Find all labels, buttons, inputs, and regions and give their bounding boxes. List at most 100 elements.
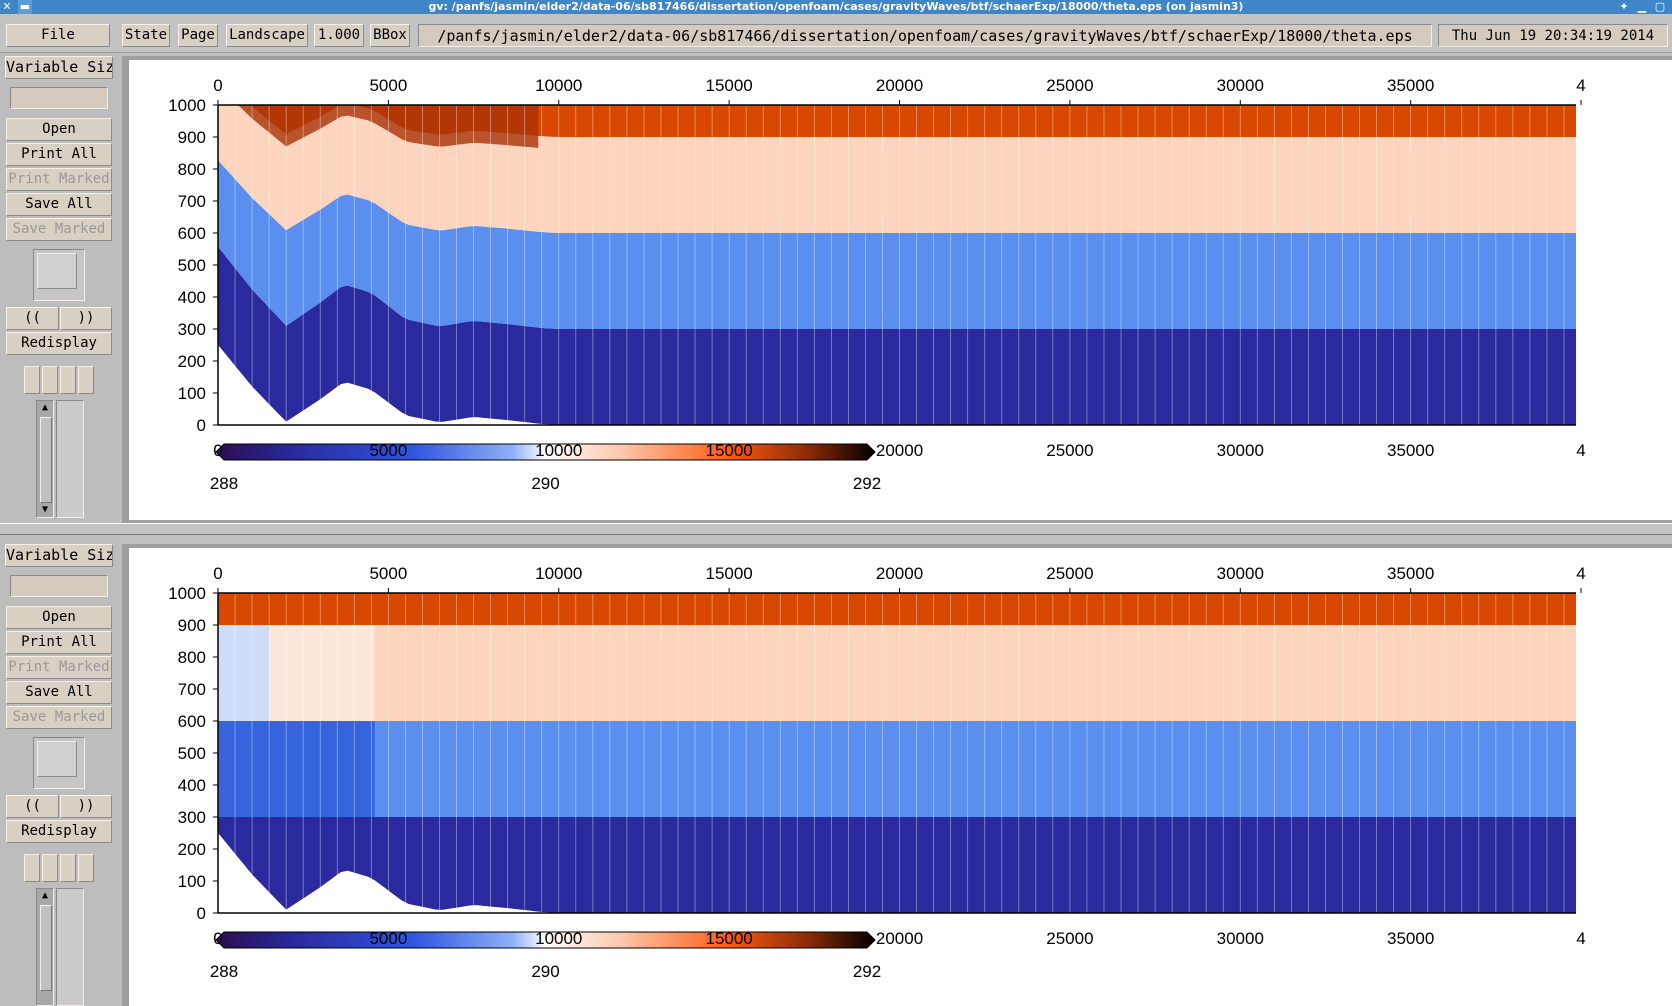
colorbar-tick-label: 290 — [531, 474, 559, 493]
x-tick-label-top: 20000 — [876, 76, 923, 95]
y-tick-label: 0 — [197, 416, 206, 435]
prev-page-button[interactable]: (( — [6, 307, 59, 330]
print-all-button[interactable]: Print All — [6, 631, 112, 654]
sidebar: Variable Size Open Print All Print Marke… — [0, 541, 118, 1006]
mark-button-3[interactable] — [60, 366, 76, 394]
variable-size-button[interactable]: Variable Size — [5, 56, 113, 79]
scroll-thumb[interactable] — [40, 905, 52, 991]
maximize-icon[interactable]: ▢ — [1654, 0, 1666, 13]
redisplay-button[interactable]: Redisplay — [6, 332, 112, 355]
mark-button-1[interactable] — [24, 854, 40, 882]
mark-button-3[interactable] — [60, 854, 76, 882]
orientation-button[interactable]: Landscape — [226, 24, 308, 47]
page-number-field[interactable] — [10, 87, 108, 109]
x-tick-label-bottom: 10000 — [535, 929, 582, 948]
page-button[interactable]: Page — [178, 24, 218, 47]
x-tick-label-bottom: 20000 — [876, 929, 923, 948]
theta-band-288 — [218, 246, 1576, 425]
mark-button-4[interactable] — [78, 366, 94, 394]
page-preview-thumb[interactable] — [37, 741, 77, 777]
next-page-button[interactable]: )) — [60, 307, 112, 330]
window-menu-icon[interactable]: ▬ — [18, 0, 32, 14]
sidebar: Variable Size Open Print All Print Marke… — [0, 53, 118, 523]
y-tick-label: 1000 — [168, 96, 206, 115]
print-marked-button[interactable]: Print Marked — [6, 656, 112, 679]
page-list-scrollbar[interactable]: ▲ ▼ — [36, 400, 54, 518]
redisplay-button[interactable]: Redisplay — [6, 820, 112, 843]
print-all-button[interactable]: Print All — [6, 143, 112, 166]
y-tick-label: 600 — [178, 224, 206, 243]
mark-button-4[interactable] — [78, 854, 94, 882]
y-tick-label: 300 — [178, 320, 206, 339]
minimize-icon[interactable]: ▁ — [1637, 0, 1647, 13]
scroll-down-icon[interactable]: ▼ — [41, 504, 49, 515]
save-all-button[interactable]: Save All — [6, 681, 112, 704]
theta-band-288 — [218, 817, 1576, 913]
y-tick-label: 900 — [178, 616, 206, 635]
scroll-thumb[interactable] — [40, 417, 52, 503]
x-tick-label-bottom: 35000 — [1387, 929, 1434, 948]
file-date-label: Thu Jun 19 20:34:19 2014 — [1438, 24, 1668, 47]
x-tick-label-bottom: 25000 — [1046, 441, 1093, 460]
close-icon[interactable]: ✕ — [2, 0, 12, 13]
file-button[interactable]: File — [6, 24, 110, 47]
document-viewer[interactable]: 1000 900 800 700 600 500 400 300 200 100 0 0 5000 100… — [122, 56, 1672, 523]
x-tick-label-bottom: 30000 — [1217, 929, 1264, 948]
page-list[interactable] — [56, 888, 84, 1006]
anomaly-blue — [218, 721, 375, 817]
page-number-field[interactable] — [10, 575, 108, 597]
next-page-button[interactable]: )) — [60, 795, 112, 818]
page-preview-box[interactable] — [33, 249, 85, 301]
open-button[interactable]: Open — [6, 606, 112, 629]
page-list-scrollbar[interactable]: ▲ — [36, 888, 54, 1006]
mark-button-2[interactable] — [42, 366, 58, 394]
variable-size-button[interactable]: Variable Size — [5, 544, 113, 567]
anomaly-warm — [269, 625, 375, 721]
state-button[interactable]: State — [122, 24, 170, 47]
save-marked-button[interactable]: Save Marked — [6, 218, 112, 241]
y-tick-label: 0 — [197, 904, 206, 923]
x-tick-label-bottom: 30000 — [1217, 441, 1264, 460]
document-viewer[interactable]: 1000 900 800 700 600 500 400 300 200 100 0 0 5000 100… — [122, 544, 1672, 1006]
scroll-up-icon[interactable]: ▲ — [41, 890, 49, 901]
x-tick-label-bottom: 0 — [213, 441, 222, 460]
x-tick-label-top: 15000 — [705, 76, 752, 95]
anomaly-cool — [218, 625, 270, 721]
plot-area — [218, 593, 1576, 913]
colorbar-tick-label: 288 — [210, 474, 238, 493]
pin-icon[interactable]: ✦ — [1619, 0, 1629, 13]
print-marked-button[interactable]: Print Marked — [6, 168, 112, 191]
scroll-up-icon[interactable]: ▲ — [41, 402, 49, 413]
bbox-button[interactable]: BBox — [370, 24, 410, 47]
x-tick-label-bottom: 35000 — [1387, 441, 1434, 460]
y-tick-label: 700 — [178, 680, 206, 699]
file-path-label: /panfs/jasmin/elder2/data-06/sb817466/di… — [418, 24, 1432, 47]
mark-button-1[interactable] — [24, 366, 40, 394]
y-tick-label: 800 — [178, 648, 206, 667]
y-tick-label: 300 — [178, 808, 206, 827]
y-tick-label: 200 — [178, 840, 206, 859]
viewer-pane-bottom: Variable Size Open Print All Print Marke… — [0, 541, 1672, 1006]
colorbar — [215, 931, 876, 949]
x-tick-label-bottom: 25000 — [1046, 929, 1093, 948]
scale-button[interactable]: 1.000 — [314, 24, 364, 47]
x-tick-label-top: 5000 — [369, 76, 407, 95]
open-button[interactable]: Open — [6, 118, 112, 141]
page-list[interactable] — [56, 400, 84, 518]
x-tick-label-top: 4 — [1576, 564, 1585, 583]
x-tick-label-top: 35000 — [1387, 76, 1434, 95]
prev-page-button[interactable]: (( — [6, 795, 59, 818]
y-tick-label: 500 — [178, 744, 206, 763]
theta-band-290 — [218, 625, 1576, 721]
x-tick-label-bottom: 5000 — [369, 929, 407, 948]
toolbar: File State Page Landscape 1.000 BBox /pa… — [0, 14, 1672, 53]
page-preview-thumb[interactable] — [37, 253, 77, 289]
save-all-button[interactable]: Save All — [6, 193, 112, 216]
mark-button-2[interactable] — [42, 854, 58, 882]
x-tick-label-bottom: 4 — [1576, 441, 1585, 460]
page-preview-box[interactable] — [33, 737, 85, 789]
pane-divider[interactable] — [0, 523, 1672, 535]
save-marked-button[interactable]: Save Marked — [6, 706, 112, 729]
